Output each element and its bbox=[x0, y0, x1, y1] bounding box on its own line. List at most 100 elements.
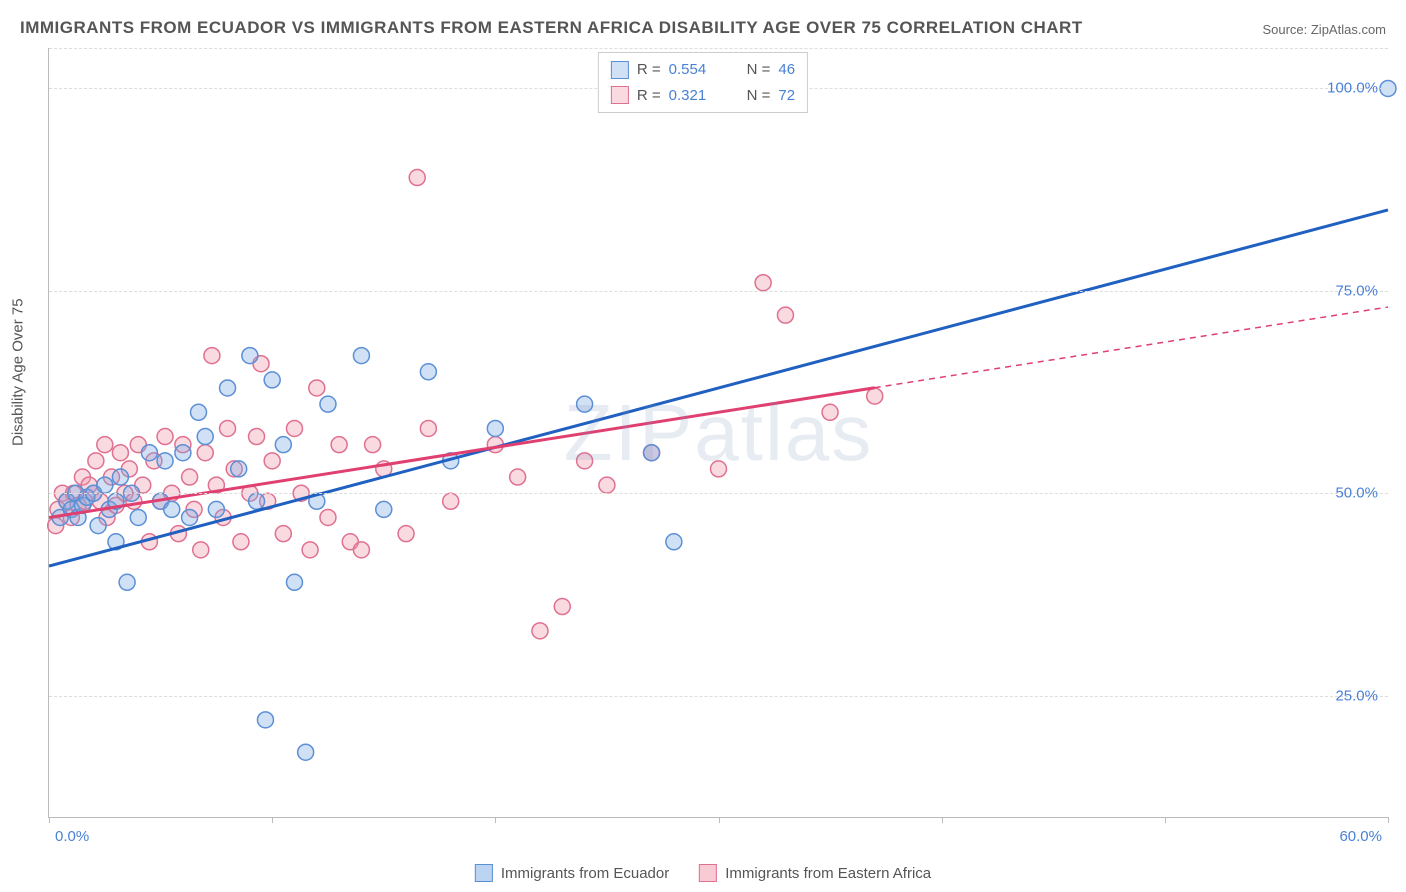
x-tick-mark bbox=[495, 817, 496, 823]
trend-line bbox=[49, 388, 875, 518]
scatter-point bbox=[420, 420, 436, 436]
r-value: 0.554 bbox=[669, 57, 729, 83]
scatter-point bbox=[197, 429, 213, 445]
r-value: 0.321 bbox=[669, 83, 729, 109]
scatter-point bbox=[420, 364, 436, 380]
scatter-point bbox=[249, 493, 265, 509]
scatter-point bbox=[365, 437, 381, 453]
scatter-point bbox=[309, 380, 325, 396]
legend-item: Immigrants from Eastern Africa bbox=[699, 864, 931, 882]
x-tick-mark bbox=[49, 817, 50, 823]
scatter-point bbox=[175, 445, 191, 461]
scatter-point bbox=[204, 348, 220, 364]
gridline bbox=[49, 291, 1388, 292]
scatter-point bbox=[487, 420, 503, 436]
y-tick-label: 25.0% bbox=[1335, 687, 1378, 704]
legend-swatch-icon bbox=[699, 864, 717, 882]
trend-line-dashed bbox=[875, 307, 1388, 388]
x-axis-max-label: 60.0% bbox=[1339, 828, 1382, 845]
scatter-point bbox=[157, 453, 173, 469]
scatter-point bbox=[320, 396, 336, 412]
legend-item: Immigrants from Ecuador bbox=[475, 864, 669, 882]
y-tick-label: 75.0% bbox=[1335, 282, 1378, 299]
x-axis-min-label: 0.0% bbox=[55, 828, 89, 845]
scatter-point bbox=[257, 712, 273, 728]
scatter-point bbox=[302, 542, 318, 558]
scatter-point bbox=[275, 526, 291, 542]
legend-stats: R = 0.554 N = 46 R = 0.321 N = 72 bbox=[598, 52, 808, 113]
scatter-point bbox=[777, 307, 793, 323]
scatter-point bbox=[193, 542, 209, 558]
scatter-point bbox=[182, 509, 198, 525]
scatter-point bbox=[286, 574, 302, 590]
scatter-point bbox=[233, 534, 249, 550]
r-label: R = bbox=[637, 57, 661, 83]
scatter-point bbox=[577, 396, 593, 412]
gridline bbox=[49, 493, 1388, 494]
scatter-point bbox=[532, 623, 548, 639]
scatter-point bbox=[264, 453, 280, 469]
y-axis-label: Disability Age Over 75 bbox=[10, 298, 27, 446]
legend-label: Immigrants from Eastern Africa bbox=[725, 865, 931, 882]
legend-stats-row-1: R = 0.554 N = 46 bbox=[611, 57, 795, 83]
scatter-point bbox=[711, 461, 727, 477]
n-label: N = bbox=[747, 83, 771, 109]
scatter-point bbox=[242, 348, 258, 364]
scatter-point bbox=[112, 445, 128, 461]
scatter-point bbox=[644, 445, 660, 461]
legend-stats-row-2: R = 0.321 N = 72 bbox=[611, 83, 795, 109]
scatter-point bbox=[191, 404, 207, 420]
scatter-point bbox=[97, 437, 113, 453]
n-label: N = bbox=[747, 57, 771, 83]
legend-label: Immigrants from Ecuador bbox=[501, 865, 669, 882]
source-label: Source: ZipAtlas.com bbox=[1262, 22, 1386, 37]
scatter-point bbox=[320, 509, 336, 525]
scatter-point bbox=[755, 275, 771, 291]
legend-swatch-icon bbox=[611, 61, 629, 79]
x-tick-mark bbox=[1388, 817, 1389, 823]
scatter-point bbox=[577, 453, 593, 469]
scatter-point bbox=[409, 170, 425, 186]
scatter-point bbox=[599, 477, 615, 493]
scatter-point bbox=[164, 501, 180, 517]
scatter-point bbox=[376, 501, 392, 517]
scatter-point bbox=[141, 445, 157, 461]
y-tick-label: 50.0% bbox=[1335, 485, 1378, 502]
scatter-point bbox=[249, 429, 265, 445]
scatter-point bbox=[398, 526, 414, 542]
scatter-point bbox=[298, 744, 314, 760]
scatter-point bbox=[220, 420, 236, 436]
gridline bbox=[49, 696, 1388, 697]
n-value: 72 bbox=[778, 83, 795, 109]
scatter-point bbox=[88, 453, 104, 469]
legend-series: Immigrants from Ecuador Immigrants from … bbox=[475, 864, 931, 882]
scatter-point bbox=[231, 461, 247, 477]
scatter-point bbox=[182, 469, 198, 485]
x-tick-mark bbox=[719, 817, 720, 823]
scatter-point bbox=[554, 599, 570, 615]
x-tick-mark bbox=[942, 817, 943, 823]
scatter-point bbox=[97, 477, 113, 493]
scatter-chart bbox=[49, 48, 1388, 817]
scatter-point bbox=[130, 509, 146, 525]
scatter-point bbox=[666, 534, 682, 550]
gridline bbox=[49, 48, 1388, 49]
scatter-point bbox=[264, 372, 280, 388]
legend-swatch-icon bbox=[611, 86, 629, 104]
scatter-point bbox=[443, 493, 459, 509]
n-value: 46 bbox=[778, 57, 795, 83]
scatter-point bbox=[510, 469, 526, 485]
scatter-point bbox=[353, 348, 369, 364]
x-tick-mark bbox=[1165, 817, 1166, 823]
scatter-point bbox=[331, 437, 347, 453]
scatter-point bbox=[353, 542, 369, 558]
x-tick-mark bbox=[272, 817, 273, 823]
scatter-point bbox=[822, 404, 838, 420]
scatter-point bbox=[286, 420, 302, 436]
chart-title: IMMIGRANTS FROM ECUADOR VS IMMIGRANTS FR… bbox=[20, 18, 1083, 38]
legend-swatch-icon bbox=[475, 864, 493, 882]
r-label: R = bbox=[637, 83, 661, 109]
scatter-point bbox=[157, 429, 173, 445]
scatter-point bbox=[119, 574, 135, 590]
scatter-point bbox=[220, 380, 236, 396]
